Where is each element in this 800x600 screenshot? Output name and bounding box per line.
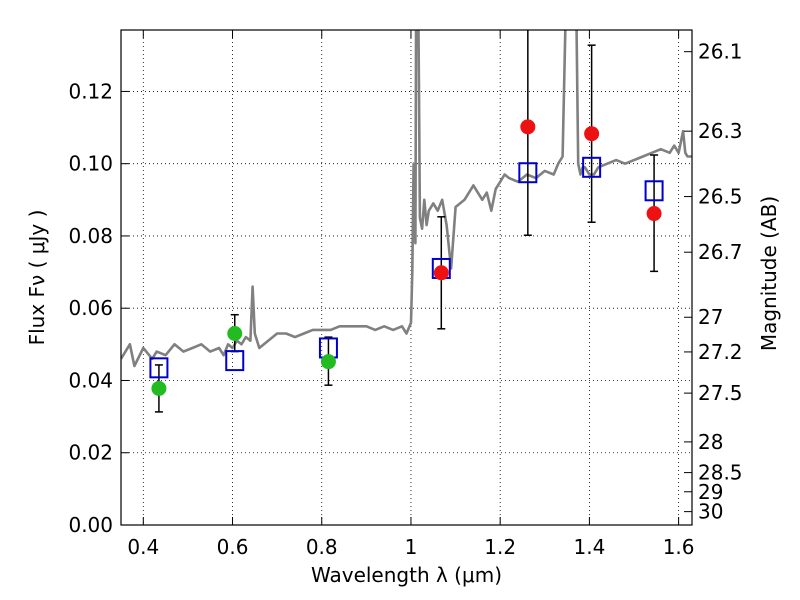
model-square-marker: [582, 156, 602, 178]
y2-tick-label: 26.7: [698, 240, 743, 264]
y-tick-label: 0.04: [68, 368, 113, 392]
observed-point-marker: [584, 126, 600, 142]
y-tick-label: 0.12: [68, 79, 113, 103]
observed-point-marker: [320, 354, 336, 370]
y2-tick-label: 27.2: [698, 340, 743, 364]
y2-tick-label: 29: [698, 480, 723, 504]
observed-point-marker: [433, 265, 449, 281]
grid-lines: [121, 30, 692, 526]
x-tick-label: 1.2: [484, 535, 516, 559]
observed-point-marker: [151, 380, 167, 396]
error-bars: [154, 30, 659, 413]
observed-point-marker: [520, 119, 536, 135]
y2-tick-label: 27: [698, 305, 723, 329]
model-square-marker: [149, 357, 169, 379]
x-axis-title: Wavelength λ (μm): [311, 563, 502, 587]
spectrum-line: [121, 30, 692, 368]
x-tick-label: 1.4: [573, 535, 605, 559]
y2-tick-label: 28: [698, 430, 723, 454]
data-markers: [149, 119, 664, 396]
y2-tick-label: 26.3: [698, 119, 743, 143]
model-square-marker: [518, 162, 538, 184]
x-tick-label: 1: [405, 535, 418, 559]
y-axis-ticks: 0.00 0.02 0.04 0.06 0.08 0.10 0.12: [68, 79, 129, 537]
y2-tick-label: 27.5: [698, 381, 743, 405]
y-tick-label: 0.02: [68, 441, 113, 465]
observed-point-marker: [227, 326, 243, 342]
y-axis-title: Flux Fν ( μJy ): [25, 210, 49, 346]
model-square-marker: [644, 180, 664, 202]
x-tick-label: 0.6: [217, 535, 249, 559]
y2-tick-label: 26.1: [698, 40, 743, 64]
x-tick-label: 0.8: [306, 535, 338, 559]
model-square-marker: [225, 350, 245, 372]
y2-axis-title: Magnitude (AB): [757, 196, 781, 351]
y2-tick-label: 30: [698, 500, 723, 524]
y-tick-label: 0.10: [68, 152, 113, 176]
x-tick-label: 1.6: [663, 535, 695, 559]
spectrum-series: [121, 30, 692, 368]
y-tick-label: 0.00: [68, 513, 113, 537]
observed-point-marker: [646, 206, 662, 222]
y2-tick-label: 28.5: [698, 461, 743, 485]
x-tick-label: 0.4: [127, 535, 159, 559]
x-axis-ticks: 0.4 0.6 0.8 1 1.2 1.4 1.6: [127, 30, 695, 559]
plot-frame: [120, 29, 693, 526]
y2-tick-label: 26.5: [698, 185, 743, 209]
y-tick-label: 0.06: [68, 296, 113, 320]
y-tick-label: 0.08: [68, 224, 113, 248]
